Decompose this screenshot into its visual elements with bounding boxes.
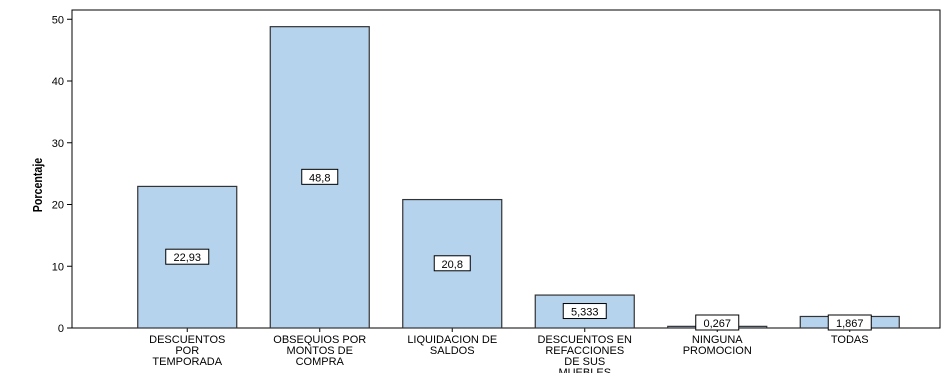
data-label-box <box>562 303 607 320</box>
x-tick-label-line: DE SUS <box>564 356 605 368</box>
data-label: 0,267 <box>703 318 731 330</box>
data-label-box <box>433 255 471 272</box>
x-tick-label-line: MONTOS DE <box>287 345 353 357</box>
x-tick-label: OBSEQUIOS POR MONTOS DE COMPRA <box>273 334 366 368</box>
y-tick-label: 0 <box>58 323 64 335</box>
x-tick-labels: DESCUENTOS POR TEMPORADA OBSEQUIOS POR MONTO… <box>149 334 869 378</box>
data-label-box <box>827 314 872 331</box>
data-labels: 22,93 48,8 20,8 5,333 0,267 1,867 <box>165 168 872 331</box>
bars <box>137 26 900 329</box>
y-tick-label: 50 <box>52 14 64 26</box>
x-tick-label-line: TEMPORADA <box>152 356 222 368</box>
data-label-box <box>301 168 339 185</box>
y-axis-label: Porcentaje <box>30 157 45 212</box>
x-tick-label-line: DESCUENTOS EN <box>537 334 632 346</box>
y-tick-label: 20 <box>52 200 64 212</box>
x-tick-label-line: POR <box>175 345 199 357</box>
bar <box>269 26 370 329</box>
plot-frame <box>71 9 941 329</box>
data-label: 5,333 <box>571 307 599 319</box>
x-tick-label: NINGUNA PROMOCION <box>683 334 752 357</box>
data-label: 20,8 <box>442 259 463 271</box>
x-tick-label-line: SALDOS <box>430 345 475 357</box>
x-tick-label-line: PROMOCION <box>683 345 752 357</box>
x-tick-label-line: TODAS <box>831 334 869 346</box>
axes: 0 10 20 30 40 50 <box>52 9 941 335</box>
x-tick-label-line: OBSEQUIOS POR <box>273 334 366 346</box>
y-tick-label: 40 <box>52 76 64 88</box>
data-label-box <box>695 314 740 331</box>
y-tick-label: 10 <box>52 261 64 273</box>
x-tick-label: LIQUIDACION DE SALDOS <box>407 334 497 357</box>
x-tick-label-line: COMPRA <box>296 356 345 368</box>
x-tick-label: TODAS <box>831 334 869 346</box>
data-label: 22,93 <box>173 252 201 264</box>
x-tick-label-line: MUEBLES <box>558 367 611 373</box>
data-label: 48,8 <box>309 172 330 184</box>
data-label: 1,867 <box>836 318 864 330</box>
y-tick-label: 30 <box>52 138 64 150</box>
x-tick-label: DESCUENTOS EN REFACCIONES DE SUS MUEBLES <box>537 334 632 373</box>
x-tick-label-line: DESCUENTOS <box>149 334 225 346</box>
data-label-box <box>165 248 210 265</box>
x-tick-label: DESCUENTOS POR TEMPORADA <box>149 334 225 368</box>
x-tick-label-line: NINGUNA <box>692 334 743 346</box>
x-tick-label-line: LIQUIDACION DE <box>407 334 497 346</box>
x-tick-label-line: REFACCIONES <box>545 345 624 357</box>
